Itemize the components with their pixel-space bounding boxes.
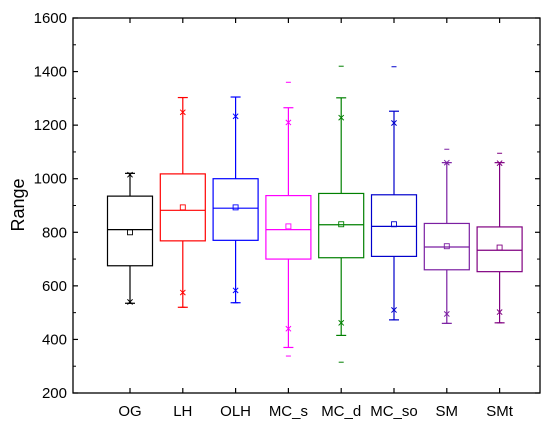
p99-marker: [443, 159, 450, 166]
box-SMt: [476, 152, 523, 324]
x-tick-label: OG: [118, 403, 141, 420]
mean-marker: [338, 221, 345, 228]
x-tick-label: MC_so: [370, 403, 418, 420]
box-rect: [106, 195, 154, 267]
box-rect: [265, 194, 312, 260]
box-rect: [370, 194, 418, 257]
box-MC_s: [265, 81, 312, 357]
box-LH: [159, 96, 206, 308]
mean-marker: [232, 204, 239, 211]
box-OLH: [212, 96, 259, 304]
x-tick-label: MC_d: [321, 403, 361, 420]
x-tick-label: LH: [173, 403, 192, 420]
box-rect: [318, 192, 365, 259]
mean-marker: [391, 221, 397, 228]
y-tick-label: 600: [42, 278, 67, 295]
y-tick-label: 200: [42, 385, 67, 402]
p99-marker: [391, 120, 397, 126]
p1-marker: [443, 311, 450, 317]
y-axis-title: Range: [8, 178, 28, 231]
y-tick-label: 800: [42, 224, 67, 241]
box-OG: [106, 171, 154, 305]
p1-marker: [232, 287, 239, 294]
p99-marker: [232, 113, 239, 120]
p99-marker: [496, 160, 503, 167]
mean-marker: [127, 229, 133, 236]
mean-marker: [179, 204, 186, 211]
p1-marker: [285, 325, 292, 332]
mean-marker: [443, 243, 450, 250]
mean-marker: [496, 244, 503, 251]
x-tick-label: SM: [436, 403, 459, 420]
p1-marker: [338, 319, 345, 326]
mean-marker: [285, 223, 292, 230]
box-rect: [159, 173, 206, 242]
y-tick-label: 400: [42, 331, 67, 348]
y-tick-label: 1400: [34, 64, 67, 81]
x-tick-label: MC_s: [269, 403, 308, 420]
box-SM: [423, 148, 470, 324]
p99-marker: [179, 109, 186, 116]
y-tick-label: 1600: [34, 10, 67, 27]
box-MC_so: [370, 66, 418, 321]
x-tick-label: OLH: [220, 403, 251, 420]
y-tick-label: 1000: [34, 171, 67, 188]
x-axis: OG LH OLH MC_s MC_d MC_so SM SMt: [118, 18, 514, 420]
y-axis: 200 400 600 800 1000 1200 1400 1600: [34, 10, 540, 402]
p1-marker: [391, 307, 397, 313]
p99-marker: [338, 114, 345, 121]
box-rect: [476, 226, 523, 273]
x-tick-label: SMt: [486, 403, 514, 420]
p99-marker: [285, 119, 292, 126]
y-tick-label: 1200: [34, 117, 67, 134]
p1-marker: [179, 289, 186, 296]
box-MC_d: [318, 65, 365, 363]
p1-marker: [496, 309, 503, 316]
boxes: [106, 65, 523, 363]
